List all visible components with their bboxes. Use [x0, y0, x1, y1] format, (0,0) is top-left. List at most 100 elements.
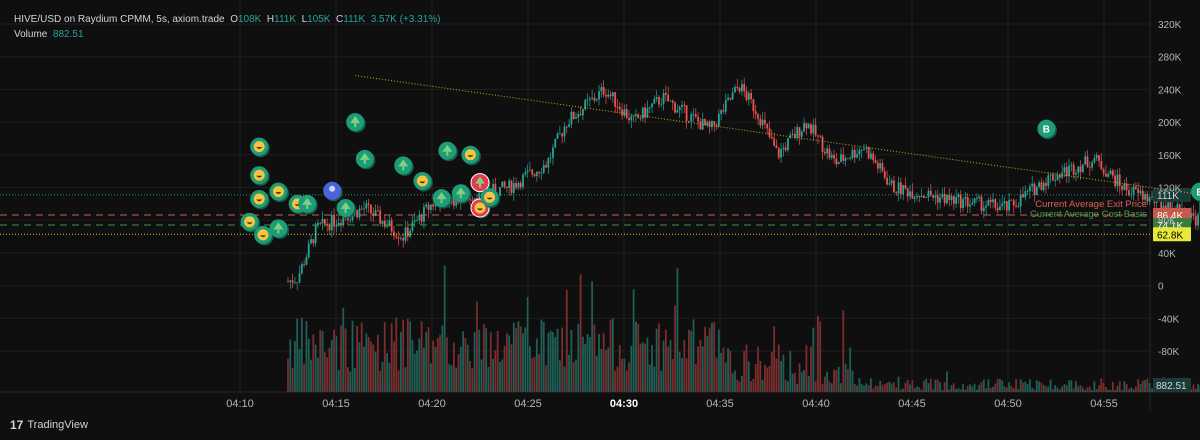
candle-body: [897, 182, 900, 194]
volume-bar: [1088, 386, 1091, 392]
candle-body: [291, 280, 294, 283]
trade-marker[interactable]: [240, 212, 261, 233]
trade-marker[interactable]: [250, 189, 270, 210]
trade-marker[interactable]: [250, 137, 270, 158]
candle-body: [478, 189, 481, 202]
candle-body: [349, 219, 352, 221]
trade-marker[interactable]: B: [1037, 119, 1057, 140]
trade-marker[interactable]: [413, 171, 433, 192]
volume-label[interactable]: Volume: [14, 29, 48, 40]
trade-marker[interactable]: [432, 189, 453, 209]
volume-bar: [466, 344, 469, 392]
volume-bar: [959, 389, 962, 392]
candle-body: [300, 264, 303, 274]
trade-marker[interactable]: [461, 145, 481, 166]
candle-body: [959, 194, 962, 209]
volume-bar: [376, 334, 379, 392]
volume-bar: [637, 323, 640, 392]
candle-body: [660, 103, 663, 105]
trade-marker[interactable]: [480, 188, 501, 208]
trade-marker[interactable]: [298, 194, 318, 215]
trade-marker[interactable]: [336, 198, 357, 219]
volume-bar: [452, 342, 455, 392]
volume-bar: [1038, 381, 1041, 392]
candle-body: [602, 87, 605, 96]
trade-marker[interactable]: [269, 182, 289, 203]
tree-trunk: [440, 199, 443, 204]
candle-body: [621, 109, 623, 116]
volume-bar: [1192, 384, 1195, 392]
volume-bar: [1017, 389, 1020, 392]
candle-body: [651, 103, 653, 107]
candle-body: [310, 239, 312, 244]
candle-body: [807, 124, 810, 129]
candle-body: [867, 147, 870, 159]
candle-body: [637, 114, 640, 118]
volume-bar: [874, 385, 877, 392]
candle-body: [517, 183, 520, 188]
volume-bar: [789, 350, 792, 392]
volume-bar: [865, 383, 868, 392]
volume-bar: [360, 322, 363, 392]
volume-bar: [519, 326, 522, 392]
high-value: 111K: [274, 14, 296, 25]
trade-marker[interactable]: [394, 156, 414, 176]
candle-body: [492, 183, 494, 194]
volume-bar: [835, 370, 838, 392]
volume-bar: [455, 367, 458, 392]
volume-bar: [660, 370, 663, 392]
volume-bar: [554, 336, 557, 392]
volume-bar: [994, 383, 997, 392]
trade-markers[interactable]: BBBSBBSBBBLBBBS: [240, 113, 1200, 246]
volume-bar: [448, 364, 451, 392]
volume-bar: [872, 388, 875, 392]
trade-marker[interactable]: [250, 166, 270, 186]
symbol-title[interactable]: HIVE/USD on Raydium CPMM, 5s, axiom.trad…: [14, 14, 225, 25]
volume-bar: [347, 367, 349, 392]
volume-bar: [517, 321, 520, 392]
trade-marker[interactable]: [470, 173, 491, 194]
trade-marker[interactable]: [438, 141, 458, 162]
volume-bar: [978, 384, 981, 392]
candle-body: [337, 223, 340, 226]
tradingview-branding[interactable]: 17 TradingView: [10, 418, 88, 432]
trade-marker[interactable]: [451, 184, 472, 204]
tradingview-logo-icon: 17: [10, 418, 24, 432]
candle-body: [1024, 191, 1027, 198]
candle-body: [1058, 174, 1061, 178]
candle-body: [805, 123, 808, 129]
trade-marker[interactable]: [355, 149, 376, 170]
x-tick-label: 04:20: [418, 398, 446, 410]
volume-bar: [526, 297, 529, 392]
candle-body: [1091, 162, 1093, 168]
volume-bar: [436, 337, 439, 392]
volume-bar: [340, 325, 342, 392]
trade-marker[interactable]: [346, 113, 366, 133]
volume-bar: [1095, 389, 1098, 392]
volume-bar: [462, 331, 465, 392]
volume-bar: [950, 385, 953, 392]
candle-body: [713, 121, 716, 125]
candle-body: [330, 214, 333, 231]
trade-marker[interactable]: [323, 181, 343, 202]
volume-bar: [1019, 379, 1022, 392]
candle-body: [545, 165, 547, 168]
volume-bar: [503, 345, 506, 392]
candle-body: [425, 204, 428, 207]
candle-body: [508, 180, 511, 188]
candle-body: [1128, 190, 1130, 196]
volume-bar: [946, 371, 948, 392]
trade-marker[interactable]: [269, 219, 289, 239]
volume-bar: [510, 344, 513, 392]
trade-marker[interactable]: B: [1191, 182, 1200, 203]
candle-body: [918, 195, 921, 198]
candle-body: [996, 207, 999, 211]
volume-bar: [1022, 382, 1024, 392]
candle-body: [1125, 183, 1128, 191]
candle-body: [648, 106, 651, 109]
volume-bar: [738, 381, 741, 392]
volume-bar: [770, 351, 773, 392]
volume-bar: [996, 378, 999, 392]
trade-marker[interactable]: [254, 225, 274, 246]
